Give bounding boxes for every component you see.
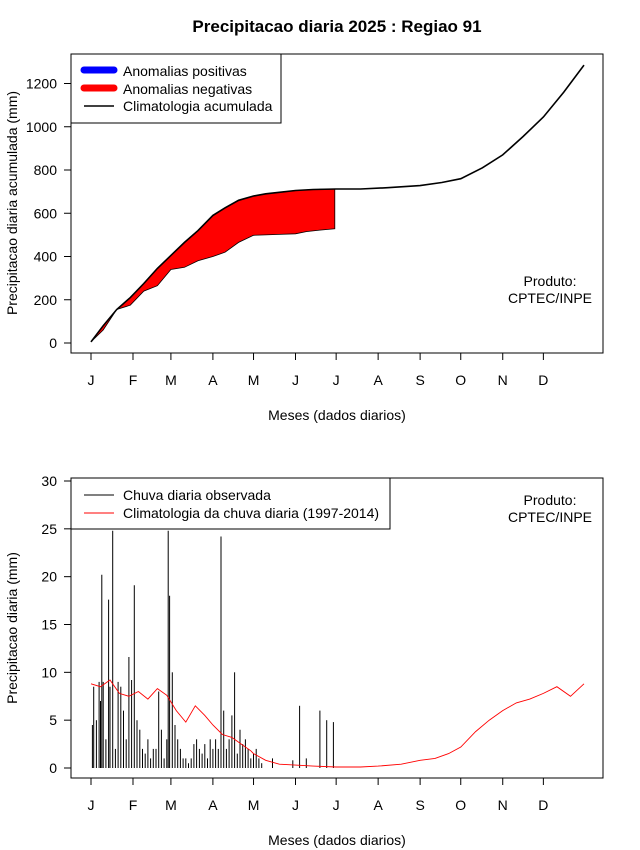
x-tick-label: J [333,372,340,388]
x-tick-label: O [455,372,466,388]
cumulative-climatology-line [90,64,585,343]
legend-label-observed: Chuva diaria observada [123,487,271,503]
x-tick-label: D [538,797,548,813]
y-tick-label: 1000 [26,119,57,135]
y-tick-label: 25 [41,521,57,537]
x-tick-label: J [292,797,299,813]
x-tick-label: A [373,797,383,813]
x-tick-label: F [129,797,138,813]
daily-x-label: Meses (dados diarios) [268,832,406,848]
x-tick-label: M [165,372,177,388]
x-tick-label: F [129,372,138,388]
x-tick-label: J [88,372,95,388]
y-tick-label: 10 [41,664,57,680]
y-tick-label: 200 [34,292,58,308]
x-tick-label: A [208,372,218,388]
cumulative-chart: 0 200 400 600 800 1000 1200 J F M A M J J A S O N D Preci… [4,53,604,423]
x-tick-label: A [373,372,383,388]
chart-title: Precipitacao diaria 2025 : Regiao 91 [192,17,481,36]
y-tick-label: 5 [49,712,57,728]
product-label-top: Produto: [524,273,577,289]
y-tick-label: 800 [34,162,58,178]
x-tick-label: J [292,372,299,388]
negative-anomaly-area [90,188,336,343]
x-tick-label: N [498,797,508,813]
x-tick-label: M [248,372,260,388]
x-tick-label: M [165,797,177,813]
product-source-top: CPTEC/INPE [508,290,592,306]
x-tick-label: M [248,797,260,813]
y-tick-label: 400 [34,249,58,265]
cumulative-y-axis: 0 200 400 600 800 1000 1200 [26,76,72,351]
daily-y-label: Precipitacao diaria (mm) [4,552,20,704]
daily-y-axis: 0 5 10 15 20 25 30 [41,473,72,776]
x-tick-label: N [498,372,508,388]
cumulative-legend: Anomalias positivas Anomalias negativas … [70,53,282,124]
x-tick-label: S [415,372,424,388]
x-tick-label: J [88,797,95,813]
legend-box-daily [70,477,391,530]
x-tick-label: S [415,797,424,813]
x-tick-label: A [208,797,218,813]
y-tick-label: 0 [49,335,57,351]
y-tick-label: 15 [41,617,57,633]
product-label-bottom: Produto: [524,492,577,508]
legend-label-daily-climatology: Climatologia da chuva diaria (1997-2014) [123,505,379,521]
x-tick-label: J [333,797,340,813]
daily-climatology-line [90,679,585,768]
product-source-bottom: CPTEC/INPE [508,509,592,525]
y-tick-label: 30 [41,473,57,489]
x-tick-label: O [455,797,466,813]
y-tick-label: 1200 [26,76,57,92]
x-tick-label: D [538,372,548,388]
y-tick-label: 20 [41,569,57,585]
daily-legend: Chuva diaria observada Climatologia da c… [70,477,391,530]
legend-label-negative: Anomalias negativas [123,81,252,97]
daily-observed-bars [91,530,334,768]
cumulative-x-label: Meses (dados diarios) [268,407,406,423]
legend-label-climatology: Climatologia acumulada [123,98,273,114]
legend-label-positive: Anomalias positivas [123,63,247,79]
daily-chart: 0 5 10 15 20 25 30 J F M A M J J A S O N D Precipitacao d… [4,473,604,848]
cumulative-y-label: Precipitacao diaria acumulada (mm) [4,91,20,315]
y-tick-label: 0 [49,760,57,776]
y-tick-label: 600 [34,205,58,221]
